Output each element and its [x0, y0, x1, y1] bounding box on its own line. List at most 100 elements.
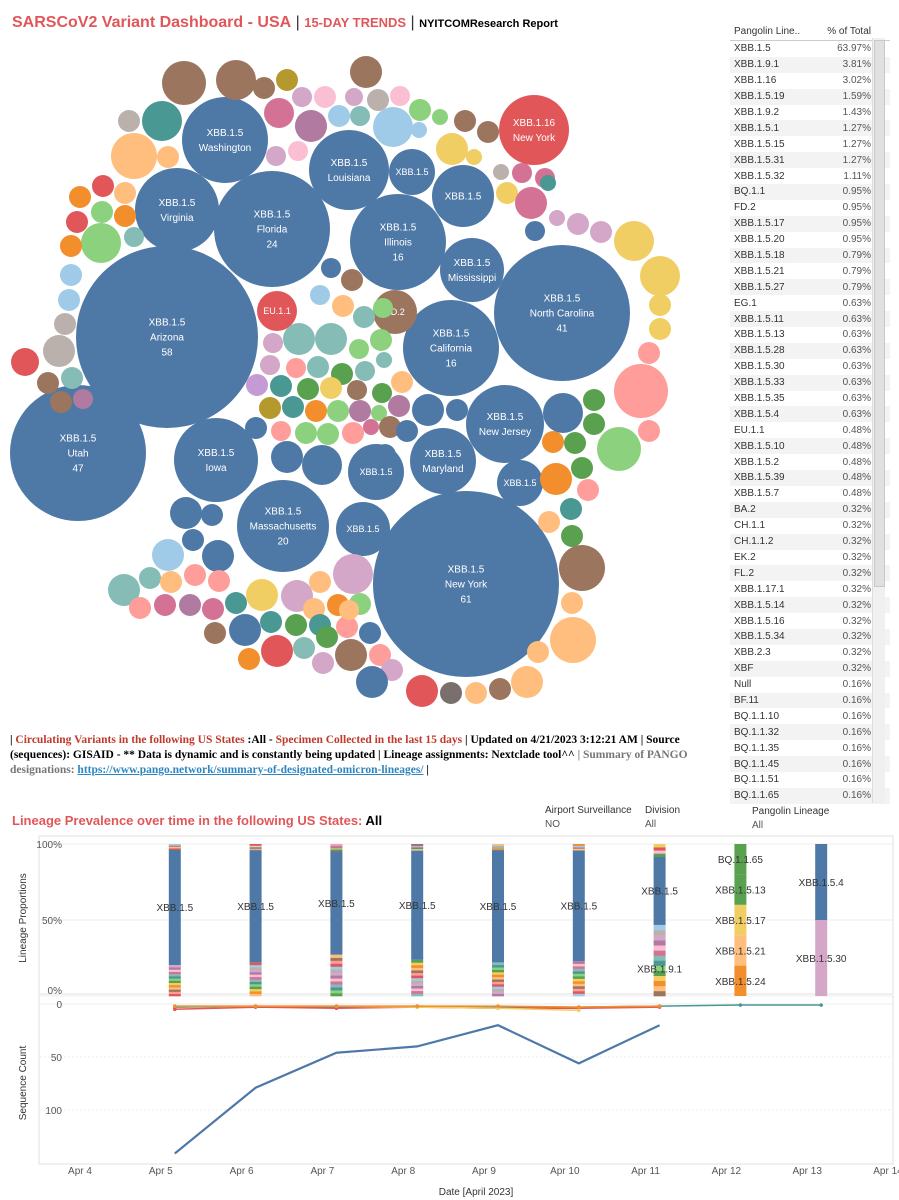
variant-bubble[interactable]: [369, 644, 391, 666]
variant-bubble[interactable]: [406, 675, 438, 707]
variant-bubble[interactable]: [590, 221, 612, 243]
proportion-bar[interactable]: [492, 844, 504, 997]
variant-bubble[interactable]: [316, 626, 338, 648]
variant-bubble[interactable]: XBB.1.5 Maryland: [410, 428, 476, 494]
variant-bubble[interactable]: [376, 352, 392, 368]
variant-bubble[interactable]: [342, 422, 364, 444]
variant-bubble[interactable]: [260, 611, 282, 633]
variant-bubble[interactable]: [293, 637, 315, 659]
lineage-column-header[interactable]: Pangolin Line..: [734, 25, 801, 37]
proportion-bar[interactable]: [168, 844, 181, 997]
variant-bubble[interactable]: [182, 529, 204, 551]
variant-bubble[interactable]: [60, 235, 82, 257]
variant-bubble[interactable]: [371, 405, 387, 421]
table-row[interactable]: XBB.1.9.1 3.81%: [730, 56, 890, 73]
variant-bubble[interactable]: [92, 175, 114, 197]
table-row[interactable]: XBB.1.5.11 0.63%: [730, 311, 890, 328]
variant-bubble[interactable]: [37, 372, 59, 394]
table-row[interactable]: XBB.1.5.28 0.63%: [730, 342, 890, 359]
variant-bubble[interactable]: [549, 210, 565, 226]
variant-bubble[interactable]: [157, 146, 179, 168]
variant-bubble[interactable]: XBB.1.5 Arizona 58: [76, 246, 258, 428]
pangolin-filter-value[interactable]: All: [752, 820, 764, 831]
variant-bubble[interactable]: [390, 86, 410, 106]
variant-bubble[interactable]: XBB.1.16 New York: [499, 95, 569, 165]
variant-bubble[interactable]: [614, 364, 668, 418]
variant-bubble[interactable]: [152, 539, 184, 571]
table-row[interactable]: XBB.1.5.35 0.63%: [730, 391, 890, 407]
variant-bubble[interactable]: [111, 133, 157, 179]
variant-bubble[interactable]: [54, 313, 76, 335]
variant-bubble[interactable]: [118, 110, 140, 132]
variant-bubble[interactable]: [511, 666, 543, 698]
table-row[interactable]: XBB.1.5.7 0.48%: [730, 486, 890, 502]
proportion-bar[interactable]: [815, 844, 828, 996]
pango-link[interactable]: https://www.pango.network/summary-of-des…: [77, 764, 424, 776]
variant-bubble[interactable]: [202, 540, 234, 572]
variant-bubble[interactable]: XBB.1.5 Illinois 16: [350, 194, 446, 290]
table-row[interactable]: BQ.1.1.35 0.16%: [730, 740, 890, 756]
table-row[interactable]: XBB.1.5.31 1.27%: [730, 152, 890, 169]
variant-bubble[interactable]: [160, 571, 182, 593]
table-row[interactable]: BQ.1.1.10 0.16%: [730, 708, 890, 724]
table-row[interactable]: XBB.1.5.16 0.32%: [730, 613, 890, 629]
variant-bubble[interactable]: [564, 432, 586, 454]
variant-bubble[interactable]: [245, 417, 267, 439]
variant-bubble[interactable]: [58, 289, 80, 311]
variant-bubble[interactable]: XBB.1.5 Florida 24: [214, 171, 330, 287]
variant-bubble[interactable]: [355, 361, 375, 381]
variant-bubble[interactable]: [489, 678, 511, 700]
proportion-bar[interactable]: [330, 844, 343, 997]
variant-bubble[interactable]: [114, 205, 136, 227]
variant-bubble[interactable]: XBB.1.5 California 16: [403, 300, 499, 396]
variant-bubble[interactable]: [283, 323, 315, 355]
variant-bubble[interactable]: [440, 682, 462, 704]
variant-bubble[interactable]: [525, 221, 545, 241]
variant-bubble[interactable]: [374, 444, 396, 466]
variant-bubble[interactable]: [349, 339, 369, 359]
variant-bubble[interactable]: [350, 56, 382, 88]
variant-bubble[interactable]: [391, 371, 413, 393]
table-row[interactable]: XBB.1.5.19 1.59%: [730, 88, 890, 105]
variant-bubble[interactable]: [577, 479, 599, 501]
variant-bubble[interactable]: [432, 109, 448, 125]
table-row[interactable]: XBB.1.5.32 1.11%: [730, 168, 890, 184]
variant-bubble[interactable]: XBB.1.5 Washington: [182, 97, 268, 183]
variant-bubble[interactable]: [333, 554, 373, 594]
table-row[interactable]: XBB.1.5.4 0.63%: [730, 406, 890, 423]
table-row[interactable]: FL.2 0.32%: [730, 565, 890, 582]
variant-bubble[interactable]: [370, 329, 392, 351]
variant-bubble[interactable]: XBB.1.5 New Jersey: [466, 385, 544, 463]
variant-bubble[interactable]: [124, 227, 144, 247]
variant-bubble[interactable]: [454, 110, 476, 132]
variant-bubble[interactable]: [512, 163, 532, 183]
variant-bubble[interactable]: [142, 101, 182, 141]
variant-bubble[interactable]: [583, 389, 605, 411]
table-row[interactable]: XBB.1.5.14 0.32%: [730, 597, 890, 614]
table-row[interactable]: XBB.1.5.2 0.48%: [730, 454, 890, 470]
table-row[interactable]: XBB.1.5.10 0.48%: [730, 438, 890, 455]
proportion-bar[interactable]: [249, 844, 262, 997]
variant-bubble[interactable]: [288, 141, 308, 161]
variant-bubble[interactable]: [315, 323, 347, 355]
variant-bubble[interactable]: [292, 87, 312, 107]
variant-bubble[interactable]: XBB.1.5 Massachusetts 20: [237, 480, 329, 572]
variant-bubble[interactable]: [66, 211, 88, 233]
variant-bubble[interactable]: [108, 574, 140, 606]
table-row[interactable]: XBB.1.5.20 0.95%: [730, 232, 890, 248]
variant-bubble[interactable]: [285, 614, 307, 636]
variant-bubble[interactable]: [542, 431, 564, 453]
table-row[interactable]: XBB.1.16 3.02%: [730, 73, 890, 89]
variant-bubble[interactable]: [259, 397, 281, 419]
variant-bubble[interactable]: [261, 635, 293, 667]
variant-bubble[interactable]: [412, 394, 444, 426]
variant-bubble[interactable]: [114, 182, 136, 204]
variant-bubble[interactable]: [359, 622, 381, 644]
variant-bubble[interactable]: [543, 393, 583, 433]
variant-bubble[interactable]: [260, 355, 280, 375]
sequence-count-line[interactable]: [174, 1024, 661, 1155]
variant-bubble[interactable]: [238, 648, 260, 670]
variant-bubble[interactable]: [341, 269, 363, 291]
variant-bubble[interactable]: [567, 213, 589, 235]
variant-bubble[interactable]: XBB.1.5 New York 61: [373, 491, 559, 677]
